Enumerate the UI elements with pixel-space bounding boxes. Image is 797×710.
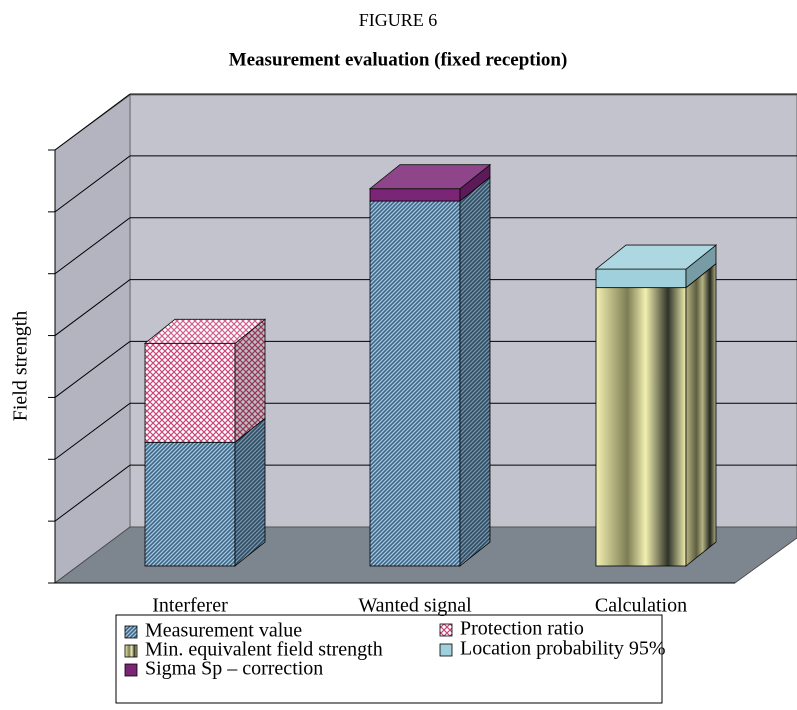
bar-segment bbox=[369, 200, 461, 567]
grid-line bbox=[54, 464, 131, 522]
grid-line bbox=[54, 402, 131, 460]
bar-segment bbox=[144, 441, 236, 567]
bar-segment bbox=[369, 188, 461, 202]
bar-segment bbox=[144, 342, 236, 443]
bar-side-shade bbox=[460, 164, 490, 202]
bar-side-shade bbox=[235, 418, 265, 566]
legend-label: Location probability 95% bbox=[460, 638, 666, 660]
bar-top-shade bbox=[596, 245, 716, 270]
legend-swatch bbox=[124, 663, 138, 677]
legend-label: Protection ratio bbox=[460, 618, 584, 640]
grid-line bbox=[54, 279, 131, 336]
legend-label: Min. equivalent field strength bbox=[145, 639, 383, 661]
legend-label: Sigma Sp – correction bbox=[145, 658, 323, 680]
legend-label: Measurement value bbox=[145, 620, 302, 642]
grid-line bbox=[54, 93, 131, 151]
legend-swatch bbox=[439, 643, 453, 657]
grid-line bbox=[54, 341, 131, 398]
legend-swatch bbox=[124, 625, 138, 639]
bar-top bbox=[368, 164, 492, 190]
bar-top bbox=[143, 318, 267, 344]
bar-side-shade bbox=[235, 319, 265, 443]
bar-segment bbox=[595, 268, 687, 289]
legend-swatch bbox=[124, 644, 138, 658]
bar-segment bbox=[595, 287, 687, 567]
grid-line bbox=[54, 217, 131, 275]
side-wall bbox=[54, 94, 131, 584]
y-axis-label: Field strength bbox=[10, 311, 32, 422]
chart-subtitle: Measurement evaluation (fixed reception) bbox=[229, 49, 568, 70]
bar-top-shade bbox=[145, 319, 265, 344]
legend bbox=[115, 614, 663, 704]
legend-swatch bbox=[439, 623, 453, 637]
bar-side-shade bbox=[686, 245, 716, 288]
x-tick-label: Interferer bbox=[152, 595, 228, 617]
bar-side-shade bbox=[460, 177, 490, 567]
grid-line bbox=[54, 155, 131, 213]
bar-top bbox=[594, 244, 718, 270]
bar-side-shade bbox=[686, 263, 716, 566]
bar-top-shade bbox=[370, 164, 490, 189]
x-tick-label: Calculation bbox=[595, 595, 687, 617]
chart-title: FIGURE 6 bbox=[359, 10, 438, 30]
x-tick-label: Wanted signal bbox=[358, 595, 472, 617]
